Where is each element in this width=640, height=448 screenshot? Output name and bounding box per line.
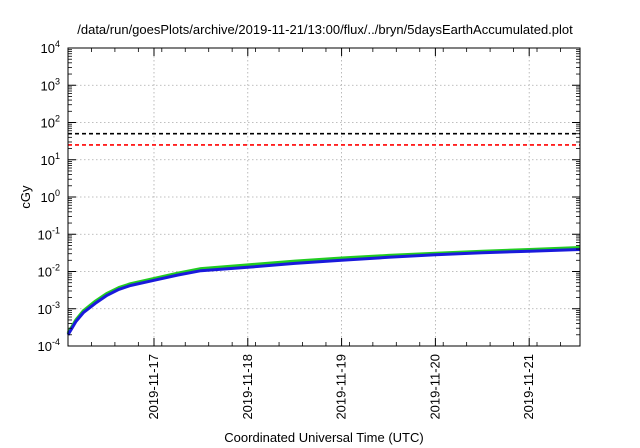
y-tick-label: 100 <box>41 188 60 205</box>
y-axis-label: cGy <box>18 185 33 209</box>
reference-lines <box>68 132 580 146</box>
y-tick-label: 10-2 <box>38 263 60 280</box>
y-tick-label: 102 <box>41 114 60 131</box>
y-tick-label: 10-3 <box>38 300 60 317</box>
x-axis: 2019-11-17 2019-11-18 2019-11-19 2019-11-20… <box>67 48 561 420</box>
y-tick-label: 10-1 <box>38 225 60 242</box>
x-tick-label: 2019-11-21 <box>521 354 536 420</box>
x-tick-label: 2019-11-19 <box>334 354 349 420</box>
y-tick-label: 101 <box>41 151 60 168</box>
y-tick-label: 104 <box>41 39 60 56</box>
x-tick-label: 2019-11-20 <box>427 354 442 420</box>
chart-title: /data/run/goesPlots/archive/2019-11-21/1… <box>77 22 573 37</box>
x-axis-label: Coordinated Universal Time (UTC) <box>224 430 423 445</box>
y-axis: 104 103 102 101 100 10-1 10-2 10-3 10-4 <box>38 39 580 354</box>
series-line-1 <box>66 246 581 334</box>
grid <box>68 48 580 346</box>
x-tick-label: 2019-11-17 <box>146 354 161 420</box>
series-group <box>66 246 581 336</box>
series-line-2 <box>66 248 581 336</box>
x-tick-label: 2019-11-18 <box>240 354 255 420</box>
y-tick-label: 103 <box>41 76 60 93</box>
y-tick-label: 10-4 <box>38 337 60 354</box>
